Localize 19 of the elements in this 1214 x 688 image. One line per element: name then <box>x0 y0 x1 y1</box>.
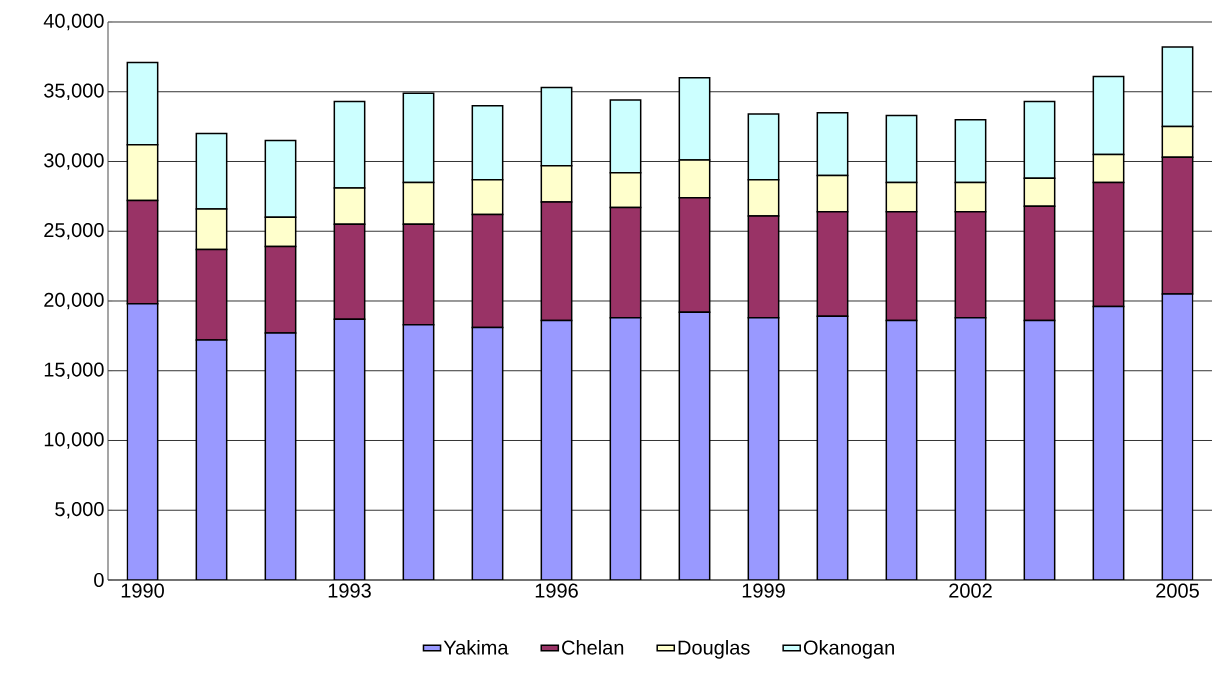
y-tick-label: 0 <box>94 572 104 588</box>
y-tick-label: 40,000 <box>43 13 104 31</box>
legend-label: Yakima <box>443 640 509 655</box>
x-tick-label: 2002 <box>949 583 992 598</box>
x-tick-label: 2005 <box>1156 583 1199 598</box>
y-tick-label: 25,000 <box>44 222 104 240</box>
x-tick-label: 1993 <box>328 583 371 598</box>
y-tick-label: 5,000 <box>55 501 104 519</box>
y-tick-label: 20,000 <box>44 292 104 310</box>
y-tick-label: 15,000 <box>44 362 104 380</box>
legend-label: Okanogan <box>803 640 894 659</box>
x-tick-label: 1990 <box>121 583 164 598</box>
legend-label: Douglas <box>678 640 750 659</box>
y-tick-label: 35,000 <box>44 83 104 101</box>
legend-label: Chelan <box>562 640 624 655</box>
x-tick-label: 1999 <box>742 583 785 598</box>
y-tick-label: 30,000 <box>44 153 104 170</box>
y-tick-label: 10,000 <box>44 432 104 449</box>
x-tick-label: 1996 <box>535 583 578 598</box>
